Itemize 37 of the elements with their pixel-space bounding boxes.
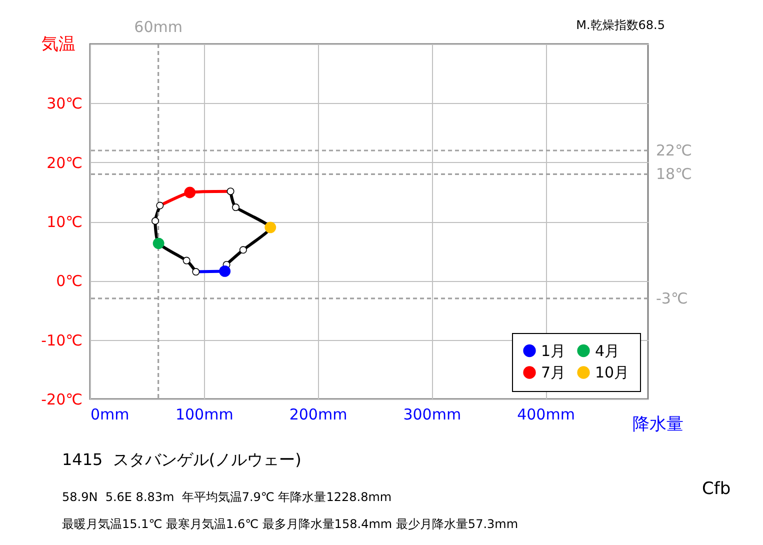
ref-line-label: -3℃ [656,289,688,308]
legend-label: 1月 [541,342,566,360]
x-tick-label: 200mm [289,406,348,424]
point [239,246,247,254]
x-axis-title: 降水量 [632,414,684,434]
text: 58.9N 5.6E 8.83m 年平均気温7.9℃ 年降水量1228.8mm [62,489,392,506]
ref-line-label: 18℃ [656,165,692,184]
y-axis-title: 気温 [42,34,76,54]
x-tick-label: 0mm [90,406,130,424]
y-tick-label: 10℃ [46,213,82,231]
text: 1415 スタバンゲル(ノルウェー) [62,450,302,471]
point [219,266,231,277]
y-tick-label: 30℃ [46,94,82,113]
y-tick-label: 0℃ [56,272,82,290]
ref-line-label: 60mm [134,18,182,36]
point [184,186,196,198]
x-tick-label: 100mm [175,406,234,424]
point [226,188,234,196]
text: 最暖月気温15.1℃ 最寒月気温1.6℃ 最多月降水量158.4mm 最少月降水量57.3mm [62,516,518,533]
text: M.乾燥指数68.5 [576,17,665,34]
y-tick-label: -20℃ [41,390,82,408]
text: Cfb [702,479,731,499]
ref-line-label: 22℃ [656,142,692,160]
point [152,217,160,225]
point [192,268,200,276]
legend-label: 4月 [595,342,620,360]
point [156,202,164,210]
y-tick-label: -10℃ [41,331,82,350]
x-tick-label: 400mm [517,406,575,424]
legend-label: 7月 [541,364,566,382]
y-tick-label: 20℃ [46,154,82,172]
point [152,238,164,250]
legend-label: 10月 [595,364,630,382]
point [182,256,190,264]
point [264,222,276,234]
x-tick-label: 300mm [403,406,462,424]
point [232,204,240,212]
